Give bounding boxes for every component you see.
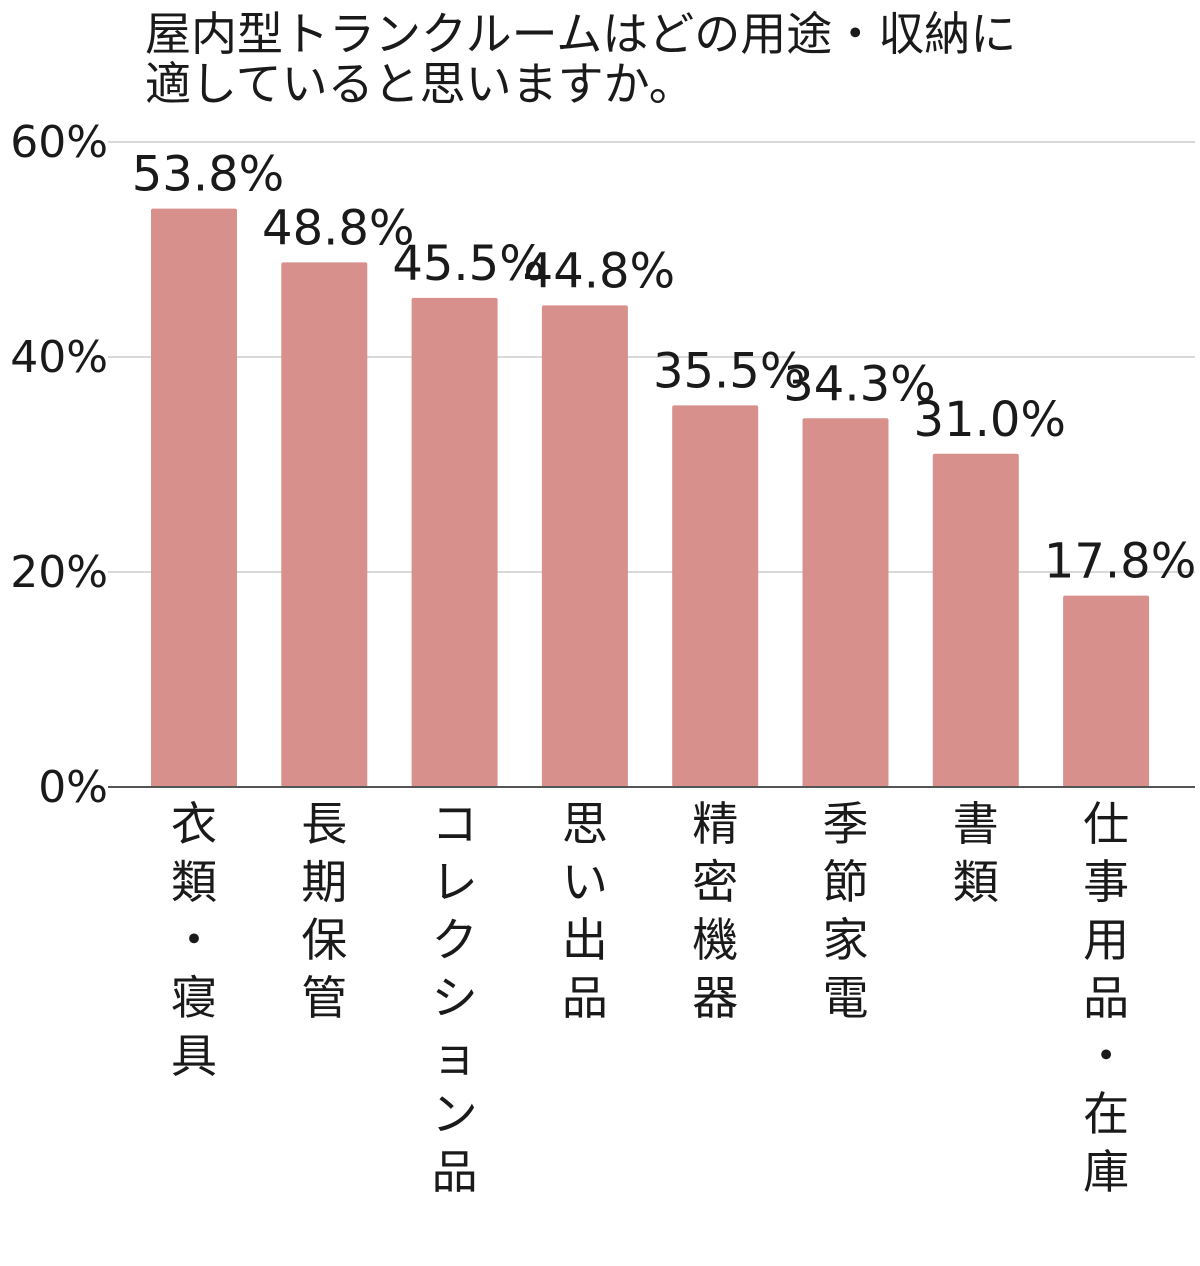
data-label: 48.8% — [262, 200, 414, 256]
x-tick-label: 仕事用品・在庫 — [1083, 797, 1129, 1199]
y-tick-label: 40% — [10, 332, 108, 383]
x-tick-label: 書類 — [953, 797, 999, 909]
x-tick-label: 思い出品 — [562, 797, 608, 1025]
data-label: 17.8% — [1044, 534, 1196, 590]
x-tick-label: 季節家電 — [823, 797, 869, 1025]
x-axis-labels: 衣類・寝具 長期保管 コレクション品 思い出品 精密機器 季節家電 書類 仕事用品・在庫 — [171, 797, 1129, 1199]
bar — [932, 453, 1019, 787]
x-tick-label: 精密機器 — [692, 797, 738, 1025]
x-tick-label: 長期保管 — [301, 797, 347, 1025]
x-tick-label: コレクション品 — [432, 797, 478, 1199]
chart-title: 屋内型トランクルームはどの用途・収納に 適していると思いますか。 — [145, 7, 1016, 111]
bar — [411, 297, 498, 787]
bar — [541, 305, 628, 787]
data-label: 45.5% — [392, 236, 544, 292]
y-tick-label: 20% — [10, 547, 108, 598]
bar — [802, 418, 889, 787]
x-tick-label: 衣類・寝具 — [171, 797, 217, 1083]
bars — [151, 208, 1150, 787]
data-label: 31.0% — [914, 392, 1066, 448]
chart-title-line-1: 屋内型トランクルームはどの用途・収納に — [145, 7, 1016, 61]
data-label: 44.8% — [523, 243, 675, 299]
bar — [1063, 595, 1150, 787]
bar — [281, 262, 368, 787]
data-labels: 53.8%48.8%45.5%44.8% 35.5%34.3%31.0% 17.8% — [132, 147, 1197, 590]
data-label: 34.3% — [783, 356, 935, 412]
bar — [672, 405, 759, 787]
y-tick-label: 60% — [10, 117, 108, 168]
y-tick-label: 0% — [38, 762, 108, 813]
chart-title-line-2: 適していると思いますか。 — [145, 57, 695, 111]
data-label: 53.8% — [132, 147, 284, 203]
y-axis-ticks: 0% 20% 40% 60% — [10, 117, 108, 813]
bar — [151, 208, 237, 787]
data-label: 35.5% — [653, 343, 805, 399]
